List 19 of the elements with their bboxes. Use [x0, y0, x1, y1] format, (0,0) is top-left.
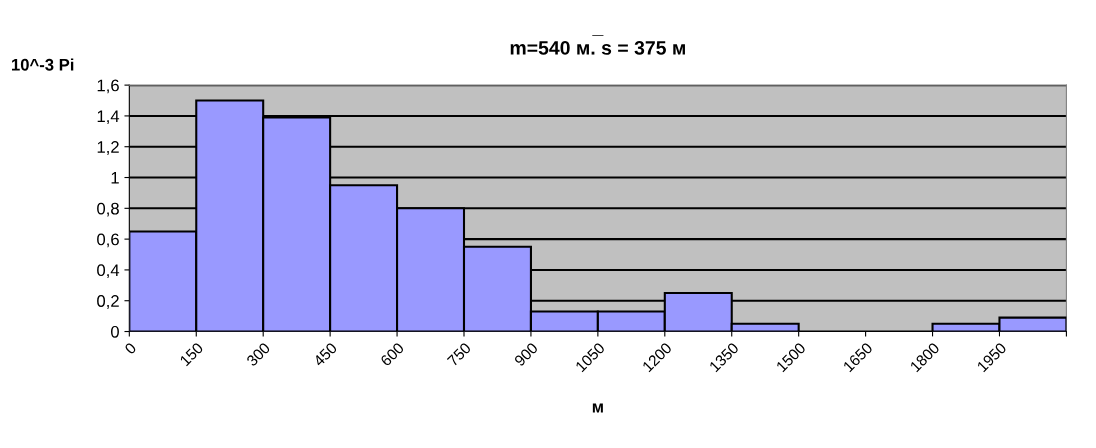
x-tick-label: 0	[124, 341, 137, 355]
x-axis-title: м	[592, 403, 603, 413]
y-axis-title: 10^-3 Pi	[12, 58, 74, 71]
y-tick-label: 0,2	[97, 295, 119, 309]
y-tick-label: 0,6	[97, 233, 119, 248]
x-tick-label: 150	[179, 341, 204, 367]
y-tick-label: 0	[110, 325, 119, 338]
y-tick-label: 1,6	[97, 79, 119, 94]
y-tick-label: 0,8	[97, 202, 119, 217]
chart-title: _ m=540 м. s = 375 м	[510, 35, 685, 55]
y-tick-label: 1	[111, 172, 119, 184]
y-tick-label: 1,4	[97, 110, 120, 125]
y-tick-label: 1,2	[97, 141, 119, 155]
y-tick-label: 0,4	[97, 264, 120, 279]
x-tick-label: 300	[245, 341, 271, 367]
x-tick-label: 450	[312, 341, 338, 367]
x-tick-label: 900	[513, 341, 539, 367]
x-tick-label: 750	[446, 341, 472, 367]
x-tick-label: 600	[379, 341, 405, 367]
